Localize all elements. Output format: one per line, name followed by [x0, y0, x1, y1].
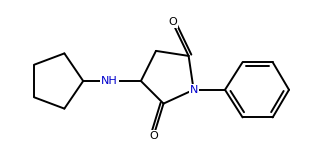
Text: O: O	[168, 17, 177, 27]
Text: NH: NH	[101, 76, 118, 86]
Text: N: N	[189, 85, 198, 95]
Text: O: O	[149, 131, 158, 141]
